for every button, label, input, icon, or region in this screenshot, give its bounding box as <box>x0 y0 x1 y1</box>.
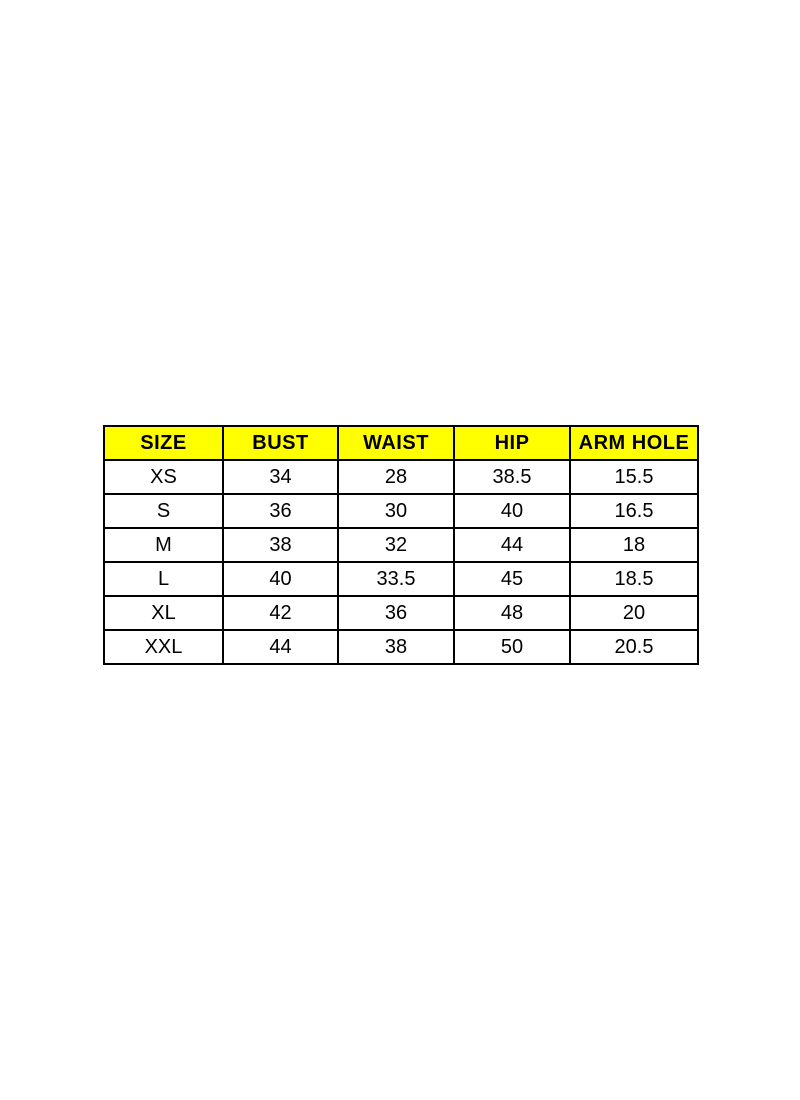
header-row: SIZE BUST WAIST HIP ARM HOLE <box>103 425 699 461</box>
cell-bust: 42 <box>222 595 339 631</box>
cell-bust: 34 <box>222 459 339 495</box>
cell-waist: 36 <box>337 595 455 631</box>
cell-armhole: 20.5 <box>569 629 699 665</box>
cell-size: L <box>103 561 224 597</box>
cell-waist: 32 <box>337 527 455 563</box>
cell-size: XS <box>103 459 224 495</box>
cell-armhole: 15.5 <box>569 459 699 495</box>
cell-hip: 38.5 <box>453 459 571 495</box>
cell-armhole: 18 <box>569 527 699 563</box>
cell-hip: 48 <box>453 595 571 631</box>
table-row-xxl: XXL 44 38 50 20.5 <box>103 629 699 665</box>
cell-waist: 33.5 <box>337 561 455 597</box>
header-cell-bust: BUST <box>222 425 339 461</box>
table-row-l: L 40 33.5 45 18.5 <box>103 561 699 597</box>
header-cell-hip: HIP <box>453 425 571 461</box>
cell-bust: 38 <box>222 527 339 563</box>
cell-hip: 45 <box>453 561 571 597</box>
cell-hip: 50 <box>453 629 571 665</box>
header-cell-waist: WAIST <box>337 425 455 461</box>
table-row-m: M 38 32 44 18 <box>103 527 699 563</box>
cell-size: S <box>103 493 224 529</box>
header-cell-size: SIZE <box>103 425 224 461</box>
cell-bust: 40 <box>222 561 339 597</box>
size-chart-table: SIZE BUST WAIST HIP ARM HOLE XS 34 28 38… <box>103 425 699 665</box>
cell-size: XXL <box>103 629 224 665</box>
table-row-xs: XS 34 28 38.5 15.5 <box>103 459 699 495</box>
cell-bust: 36 <box>222 493 339 529</box>
cell-armhole: 20 <box>569 595 699 631</box>
cell-waist: 30 <box>337 493 455 529</box>
cell-size: M <box>103 527 224 563</box>
cell-hip: 44 <box>453 527 571 563</box>
cell-bust: 44 <box>222 629 339 665</box>
header-cell-armhole: ARM HOLE <box>569 425 699 461</box>
cell-size: XL <box>103 595 224 631</box>
cell-waist: 28 <box>337 459 455 495</box>
table-row-xl: XL 42 36 48 20 <box>103 595 699 631</box>
cell-armhole: 18.5 <box>569 561 699 597</box>
cell-armhole: 16.5 <box>569 493 699 529</box>
table-row-s: S 36 30 40 16.5 <box>103 493 699 529</box>
cell-hip: 40 <box>453 493 571 529</box>
cell-waist: 38 <box>337 629 455 665</box>
